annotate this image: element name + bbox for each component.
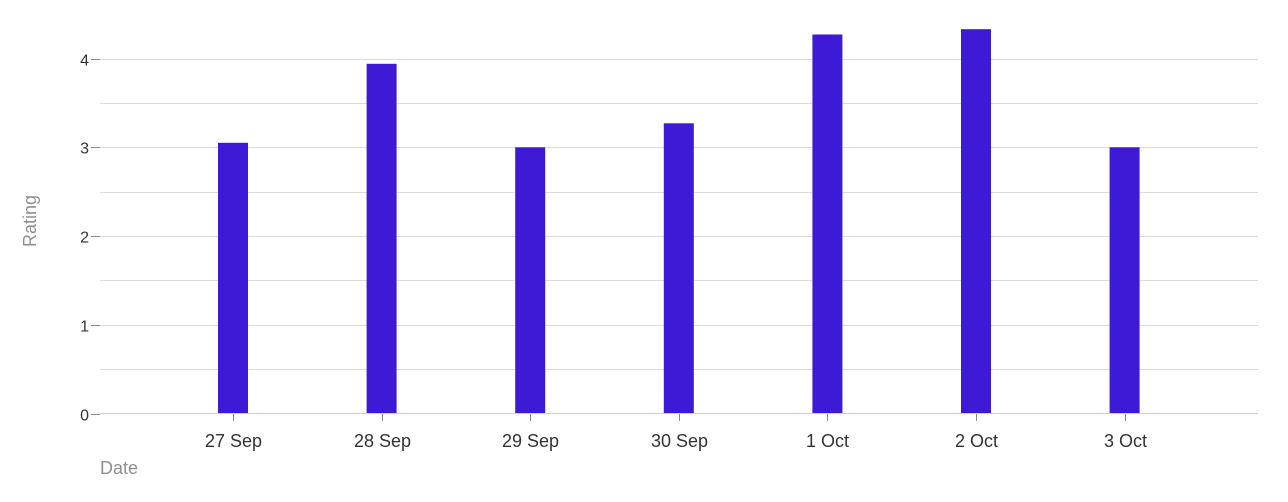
y-tick-label: 0 — [80, 408, 89, 425]
y-tick-label: 4 — [80, 53, 89, 70]
bar — [663, 123, 694, 414]
x-tick-label: 30 Sep — [651, 431, 708, 451]
bar — [366, 63, 397, 414]
x-tick-label: 29 Sep — [502, 431, 559, 451]
x-axis-ticks: 27 Sep 28 Sep 29 Sep 30 Sep 1 Oct 2 Oct 3 Oct — [205, 414, 1147, 451]
y-axis-ticks: 0 1 2 3 4 — [80, 53, 100, 425]
y-axis-title: Rating — [20, 195, 40, 247]
x-tick-label: 2 Oct — [955, 431, 998, 451]
x-tick-label: 3 Oct — [1104, 431, 1147, 451]
x-tick-label: 27 Sep — [205, 431, 262, 451]
bar — [812, 34, 843, 414]
y-tick-label: 2 — [80, 230, 89, 247]
x-tick-label: 1 Oct — [806, 431, 849, 451]
bar — [1109, 147, 1140, 414]
bars — [218, 29, 1140, 414]
y-tick-label: 3 — [80, 141, 89, 158]
x-axis-title: Date — [100, 458, 138, 478]
bar — [961, 29, 991, 414]
x-tick-label: 28 Sep — [354, 431, 411, 451]
bar — [218, 142, 248, 414]
bar — [515, 147, 546, 414]
y-tick-label: 1 — [80, 319, 89, 336]
